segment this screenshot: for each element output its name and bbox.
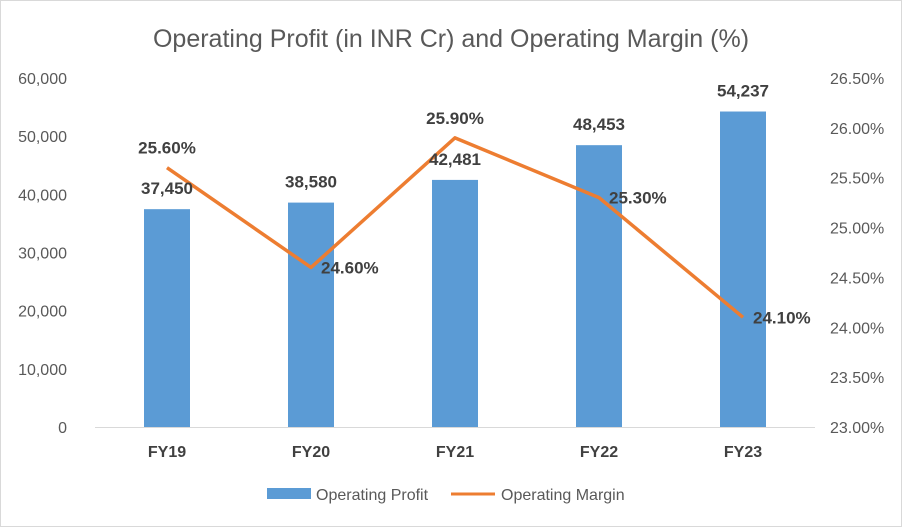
line-data-label: 24.10%	[753, 308, 811, 327]
right-axis-tick-label: 23.50%	[830, 370, 884, 387]
line-data-label: 25.60%	[138, 139, 196, 158]
x-axis-category-label: FY21	[436, 444, 474, 461]
left-axis-tick-label: 30,000	[18, 246, 67, 263]
line-data-labels: 25.60% 24.60% 25.90% 25.30% 24.10%	[138, 109, 811, 327]
legend: Operating Profit Operating Margin	[267, 487, 625, 504]
chart-title: Operating Profit (in INR Cr) and Operati…	[153, 25, 749, 53]
bar-data-labels: 37,450 38,580 42,481 48,453 54,237	[141, 82, 769, 199]
left-axis-tick-label: 60,000	[18, 71, 67, 88]
right-axis-tick-label: 25.50%	[830, 171, 884, 188]
legend-label-operating-margin: Operating Margin	[501, 487, 625, 504]
x-axis-category-label: FY20	[292, 444, 330, 461]
bar-operating-profit	[576, 145, 622, 428]
right-axis: 23.00% 23.50% 24.00% 24.50% 25.00% 25.50% 26.0…	[830, 71, 884, 437]
bar-operating-profit	[288, 202, 334, 427]
bar-data-label: 42,481	[429, 150, 481, 169]
x-axis-category-label: FY22	[580, 444, 618, 461]
left-axis-tick-label: 50,000	[18, 129, 67, 146]
bar-data-label: 54,237	[717, 82, 769, 101]
line-series	[166, 136, 745, 319]
left-axis-tick-label: 0	[58, 420, 67, 437]
left-axis-tick-label: 10,000	[18, 362, 67, 379]
bar-data-label: 38,580	[285, 173, 337, 192]
right-axis-tick-label: 26.50%	[830, 71, 884, 88]
bar-data-label: 48,453	[573, 115, 625, 134]
left-axis: 0 10,000 20,000 30,000 40,000 50,000 60,000	[18, 71, 67, 437]
bar-operating-profit	[720, 111, 766, 427]
right-axis-tick-label: 24.00%	[830, 320, 884, 337]
left-axis-tick-label: 20,000	[18, 304, 67, 321]
x-axis: FY19 FY20 FY21 FY22 FY23	[148, 444, 762, 461]
x-axis-category-label: FY19	[148, 444, 186, 461]
bar-series	[144, 111, 766, 428]
line-data-label: 25.30%	[609, 189, 667, 208]
operating-margin-line	[166, 136, 745, 319]
bar-data-label: 37,450	[141, 179, 193, 198]
legend-swatch-operating-profit	[267, 488, 311, 499]
bar-operating-profit	[432, 179, 478, 427]
right-axis-tick-label: 26.00%	[830, 121, 884, 138]
left-axis-tick-label: 40,000	[18, 187, 67, 204]
right-axis-tick-label: 24.50%	[830, 270, 884, 287]
x-axis-category-label: FY23	[724, 444, 762, 461]
legend-label-operating-profit: Operating Profit	[316, 487, 429, 504]
right-axis-tick-label: 23.00%	[830, 420, 884, 437]
bar-operating-profit	[144, 209, 190, 427]
line-data-label: 24.60%	[321, 258, 379, 277]
line-data-label: 25.90%	[426, 109, 484, 128]
right-axis-tick-label: 25.00%	[830, 221, 884, 238]
